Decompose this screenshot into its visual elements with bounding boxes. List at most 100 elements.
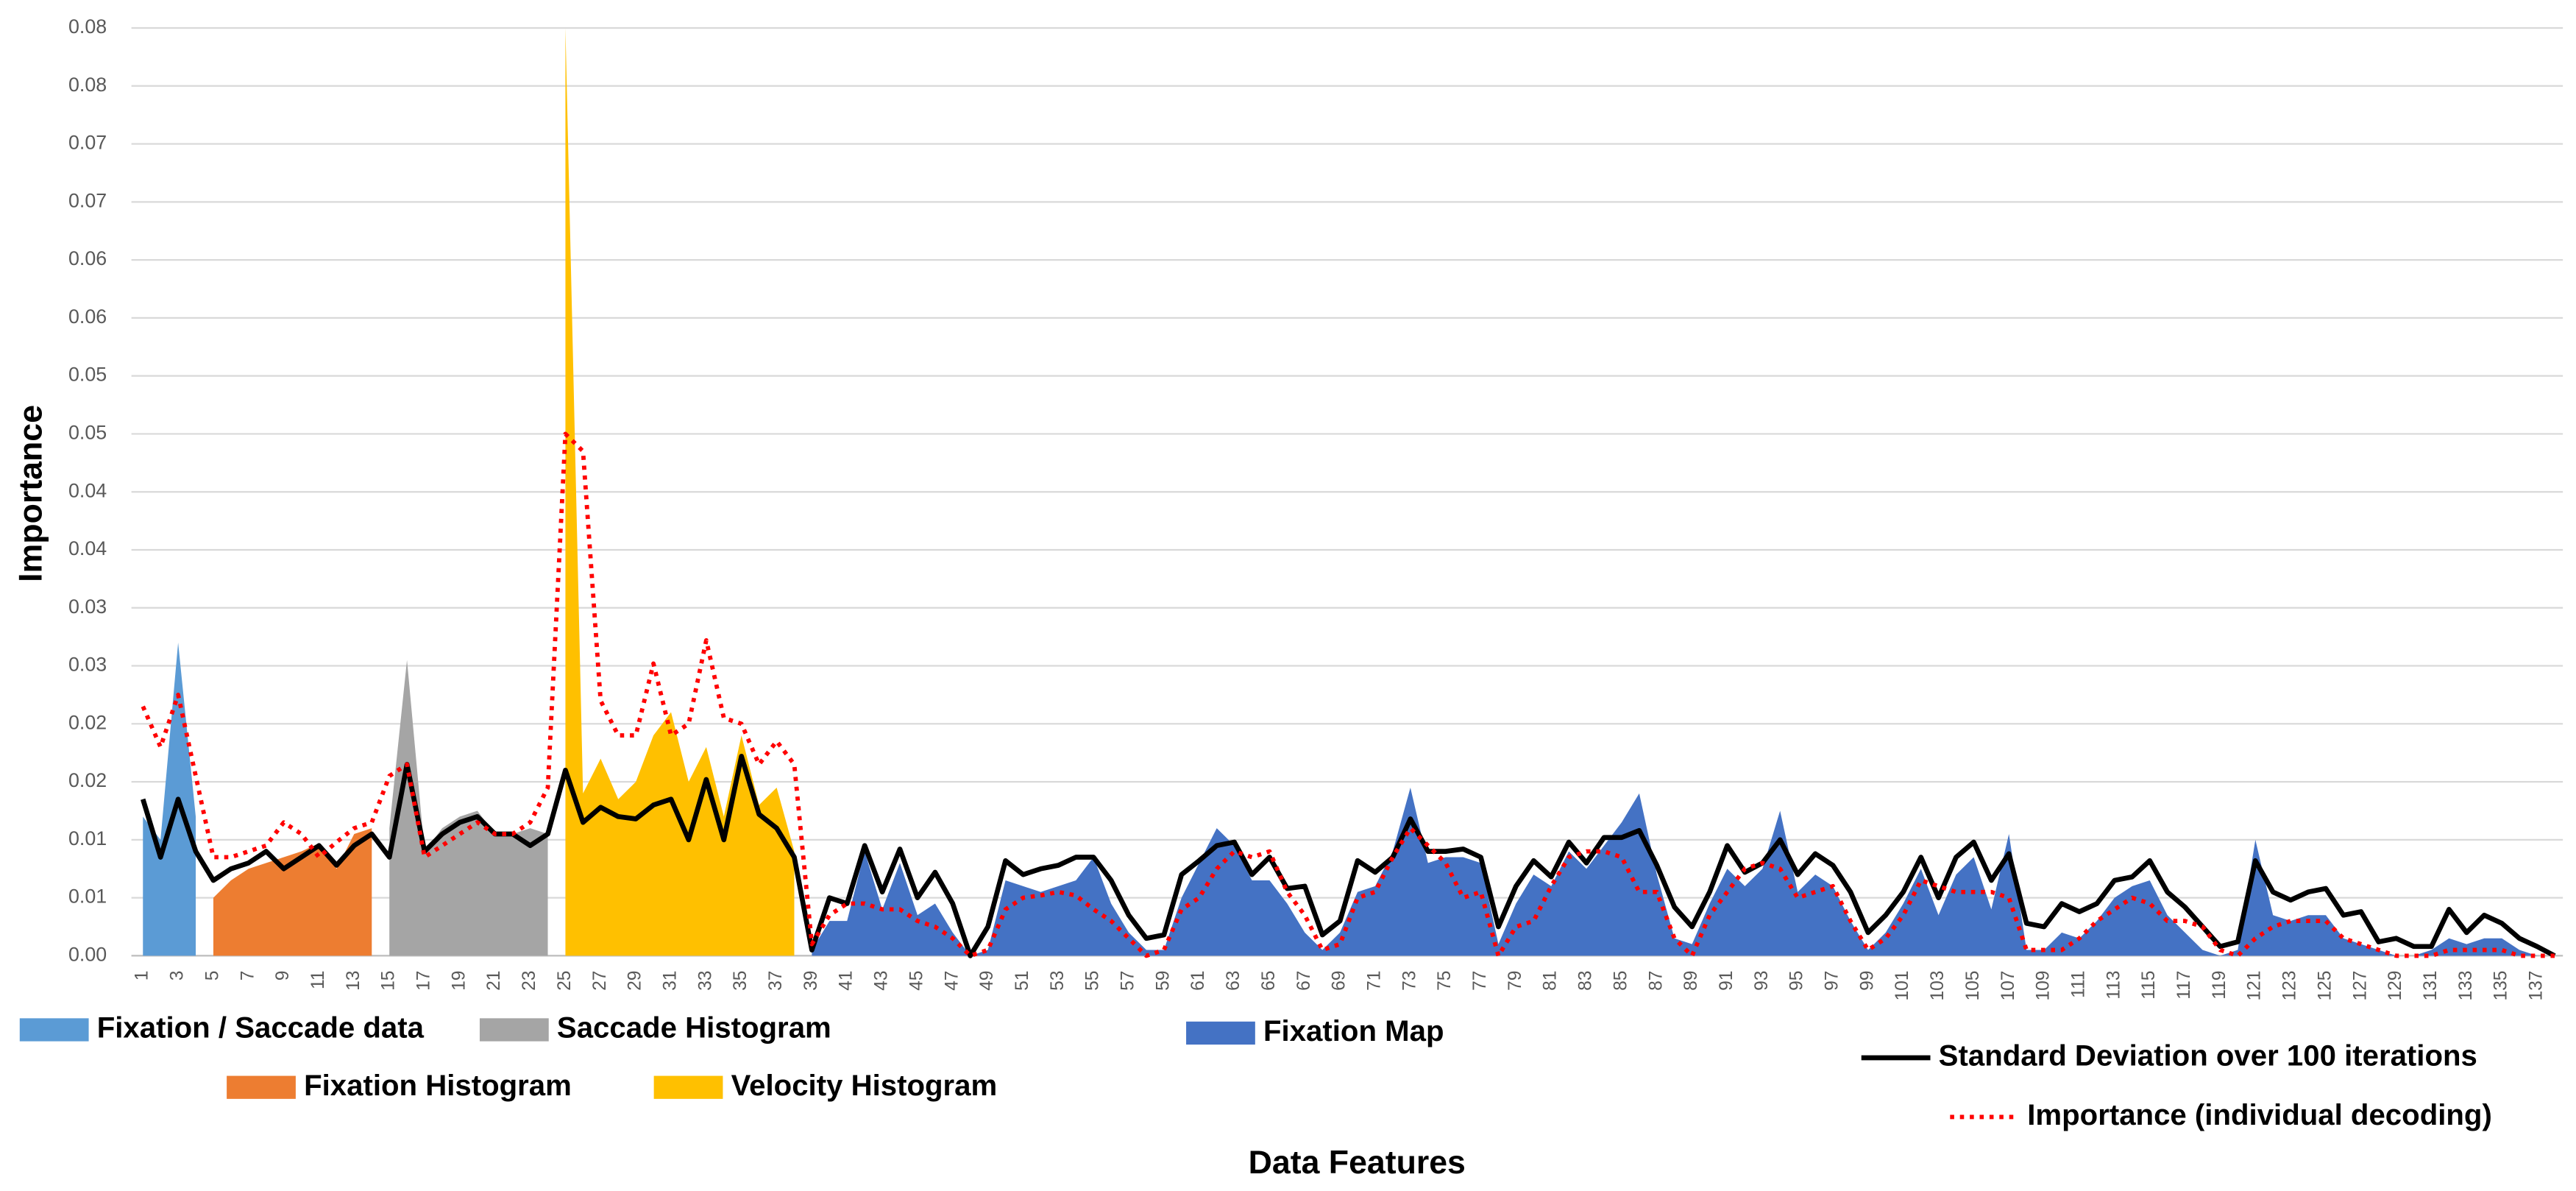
x-tick-label: 53 <box>1048 971 1068 991</box>
x-tick-label: 81 <box>1541 971 1561 991</box>
x-tick-label: 59 <box>1153 971 1173 991</box>
x-tick-label: 85 <box>1611 971 1631 991</box>
x-tick-label: 31 <box>660 971 680 991</box>
x-tick-label: 41 <box>837 971 856 991</box>
legend-label: Velocity Histogram <box>731 1069 998 1102</box>
x-tick-label: 25 <box>555 971 575 991</box>
legend-label: Fixation Map <box>1263 1014 1444 1047</box>
legend-label: Fixation Histogram <box>304 1069 572 1102</box>
y-tick-label: 0.08 <box>68 15 107 38</box>
y-axis-title: Importance <box>13 405 49 582</box>
x-tick-label: 115 <box>2139 971 2159 1000</box>
legend-swatch <box>653 1075 723 1099</box>
x-tick-label: 77 <box>1470 971 1490 991</box>
area <box>389 660 548 956</box>
x-tick-label: 87 <box>1646 971 1666 991</box>
x-tick-label: 11 <box>308 971 328 990</box>
x-tick-label: 125 <box>2315 971 2335 1001</box>
x-tick-label: 119 <box>2210 971 2229 1000</box>
x-tick-label: 99 <box>1857 971 1877 991</box>
x-tick-label: 35 <box>731 971 751 991</box>
y-tick-label: 0.02 <box>68 711 107 733</box>
legend-label: Importance (individual decoding) <box>2027 1098 2492 1131</box>
x-tick-label: 1 <box>132 971 152 981</box>
x-tick-label: 95 <box>1787 971 1807 991</box>
y-tick-label: 0.01 <box>68 827 107 849</box>
x-tick-label: 65 <box>1259 971 1279 991</box>
x-tick-label: 19 <box>449 971 469 991</box>
x-tick-label: 21 <box>484 971 504 991</box>
y-tick-label: 0.05 <box>68 422 107 444</box>
x-tick-label: 3 <box>168 971 188 981</box>
y-tick-label: 0.00 <box>68 943 107 965</box>
x-tick-label: 51 <box>1012 971 1032 991</box>
y-tick-label: 0.06 <box>68 305 107 328</box>
legend-swatch <box>479 1018 549 1042</box>
x-tick-label: 109 <box>2034 971 2054 1001</box>
line <box>141 431 2555 958</box>
y-tick-label: 0.07 <box>68 189 107 211</box>
x-tick-label: 79 <box>1505 971 1525 991</box>
y-tick-label: 0.03 <box>68 654 107 676</box>
x-tick-label: 63 <box>1224 971 1243 991</box>
x-axis-title: Data Features <box>1249 1145 1466 1181</box>
y-tick-label: 0.08 <box>68 74 107 96</box>
x-tick-label: 105 <box>1963 971 1983 1001</box>
legend-swatch <box>227 1075 296 1099</box>
x-tick-label: 121 <box>2245 971 2265 1001</box>
x-tick-label: 9 <box>273 971 293 981</box>
x-tick-label: 67 <box>1294 971 1314 991</box>
legend-label: Standard Deviation over 100 iterations <box>1939 1039 2477 1072</box>
legend-label: Fixation / Saccade data <box>97 1011 425 1045</box>
x-tick-label: 7 <box>238 971 258 981</box>
x-tick-label: 39 <box>801 971 821 991</box>
y-tick-label: 0.06 <box>68 247 107 269</box>
x-tick-label: 27 <box>590 971 610 991</box>
x-tick-label: 15 <box>379 971 399 991</box>
x-tick-label: 49 <box>977 971 997 991</box>
area <box>213 828 372 956</box>
x-tick-label: 123 <box>2280 971 2300 1001</box>
x-tick-label: 83 <box>1576 971 1596 991</box>
y-tick-label: 0.04 <box>68 537 107 559</box>
x-tick-label: 101 <box>1892 971 1912 1001</box>
x-tick-label: 93 <box>1752 971 1772 991</box>
area <box>812 787 2555 956</box>
y-tick-label: 0.03 <box>68 596 107 618</box>
x-tick-label: 111 <box>2068 971 2088 998</box>
x-tick-label: 131 <box>2421 971 2441 1001</box>
x-tick-label: 75 <box>1435 971 1455 991</box>
y-tick-label: 0.01 <box>68 886 107 908</box>
x-tick-label: 117 <box>2174 971 2194 1000</box>
x-tick-label: 37 <box>766 971 786 991</box>
legend-label: Saccade Histogram <box>557 1011 831 1045</box>
x-tick-label: 91 <box>1717 971 1736 991</box>
x-tick-label: 133 <box>2456 971 2476 1001</box>
x-tick-label: 13 <box>344 971 363 991</box>
x-tick-label: 89 <box>1681 971 1701 991</box>
line <box>141 754 2556 958</box>
x-tick-label: 43 <box>872 971 892 991</box>
x-tick-label: 129 <box>2385 971 2405 1001</box>
x-tick-label: 5 <box>202 971 222 981</box>
x-tick-label: 29 <box>625 971 645 991</box>
y-tick-label: 0.07 <box>68 132 107 154</box>
x-tick-label: 73 <box>1399 971 1419 991</box>
x-tick-label: 103 <box>1928 971 1948 1001</box>
area <box>143 643 196 956</box>
x-tick-label: 71 <box>1364 971 1384 991</box>
x-tick-label: 55 <box>1083 971 1103 991</box>
x-tick-label: 17 <box>414 971 434 991</box>
x-tick-label: 33 <box>695 971 715 991</box>
area <box>565 27 795 956</box>
legend-swatch <box>19 1018 89 1042</box>
legend-swatch <box>1186 1021 1255 1045</box>
x-tick-label: 69 <box>1330 971 1349 991</box>
x-tick-label: 135 <box>2491 971 2511 1001</box>
x-tick-label: 127 <box>2350 971 2370 1001</box>
x-tick-label: 137 <box>2527 971 2547 1001</box>
x-tick-label: 107 <box>1998 971 2018 1001</box>
x-tick-label: 61 <box>1188 971 1208 991</box>
y-tick-label: 0.05 <box>68 364 107 386</box>
